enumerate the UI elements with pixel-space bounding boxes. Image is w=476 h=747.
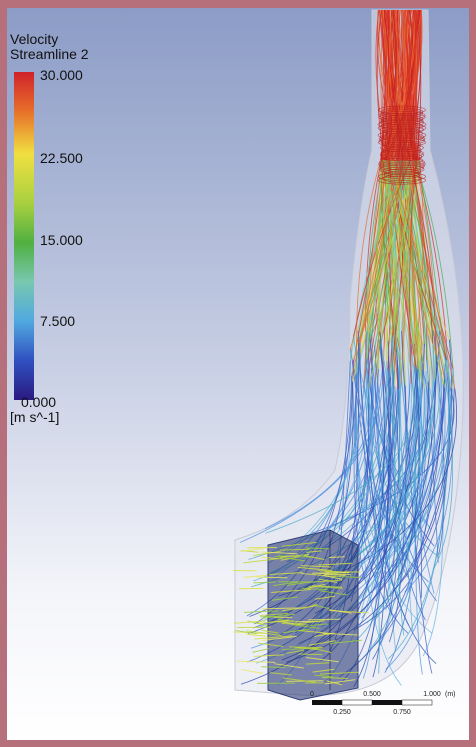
scale-label: 0.500 — [363, 691, 381, 698]
color-bar — [14, 72, 34, 400]
page: Velocity Streamline 2 30.000 22.500 15.0… — [0, 0, 476, 747]
scale-segment — [372, 700, 402, 705]
legend-title: Velocity — [10, 31, 58, 47]
scale-label: 1.000 — [423, 691, 441, 698]
legend-subtitle: Streamline 2 — [10, 46, 89, 62]
scale-segment — [402, 700, 432, 705]
legend-tick: 15.000 — [40, 232, 83, 248]
scale-label: 0 — [310, 691, 314, 698]
simulation-view: Velocity Streamline 2 30.000 22.500 15.0… — [0, 0, 476, 747]
scale-segment — [342, 700, 372, 705]
scale-label: 0.750 — [393, 709, 411, 716]
scale-segment — [312, 700, 342, 705]
scale-unit: (m) — [445, 691, 456, 698]
inlet-streamline — [257, 577, 288, 578]
inlet-streamline — [299, 654, 323, 655]
scale-label: 0.250 — [333, 709, 351, 716]
legend-tick: 30.000 — [40, 67, 83, 83]
legend-tick: 0.000 — [21, 394, 56, 410]
legend-tick: 7.500 — [40, 313, 75, 329]
legend-unit: [m s^-1] — [10, 409, 59, 425]
legend-tick: 22.500 — [40, 150, 83, 166]
